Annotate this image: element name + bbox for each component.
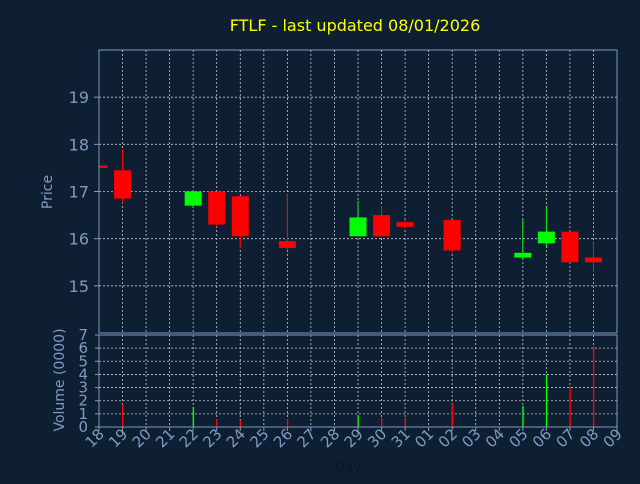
price-tick-label: 18 [69,135,89,154]
candle-body [349,217,367,237]
candle-body [278,241,296,249]
volume-bar [451,403,454,427]
x-axis-label: Day [334,460,362,476]
candle-body [443,219,461,251]
x-tick-label: 04 [482,425,508,451]
volume-bar [239,420,242,427]
x-tick-label: 06 [529,425,555,451]
volume-tick-label: 3 [78,379,88,397]
volume-bar [569,387,571,427]
price-tick-label: 16 [69,230,89,249]
volume-tick-label: 7 [78,326,88,344]
volume-tick-label: 6 [78,339,88,357]
volume-tick-label: 0 [78,418,88,436]
volume-axis-label: Volume (0000) [52,328,68,431]
volume-bar [545,374,548,427]
price-tick-label: 19 [69,88,89,107]
candle-body [373,215,391,237]
x-tick-label: 07 [553,425,579,451]
x-tick-label: 09 [600,425,626,451]
candle-body [231,196,249,237]
volume-bar [192,407,195,427]
price-panel: 15 16 17 18 19 [69,49,618,334]
price-panel-frame [98,49,618,334]
volume-bar [522,405,524,427]
volume-tick-label: 4 [78,365,88,383]
candle-body [514,252,532,258]
candle-body [184,191,202,206]
candle-body [584,257,602,263]
price-tick-label: 17 [69,183,89,202]
candle-body [561,231,579,263]
x-tick-label: 03 [458,425,484,451]
volume-bar [122,404,124,427]
volume-bar [592,346,595,427]
x-tick-label: 22 [176,425,202,451]
x-tick-label: 02 [435,425,461,451]
x-tick-label: 23 [199,425,225,451]
volume-tick-label: 1 [78,405,88,423]
x-tick-label: 20 [129,425,155,451]
candle-body [99,165,108,168]
x-tick-label: 01 [411,425,437,451]
candle-body [396,222,414,227]
chart-title: FTLF - last updated 08/01/2026 [230,16,481,35]
x-tick-label: 05 [505,425,531,451]
x-tick-label: 19 [105,425,131,451]
volume-tick-label: 2 [78,392,88,410]
x-tick-label: 29 [341,425,367,451]
volume-bar [286,419,289,427]
candle-body [208,191,226,225]
volume-bar [381,417,383,427]
x-tick-label: 31 [388,425,414,451]
x-tick-label: 27 [294,425,320,451]
volume-bar [357,415,359,427]
volume-bar [216,419,218,427]
candle-body [114,170,132,199]
volume-bar [404,417,406,427]
x-tick-label: 08 [576,425,602,451]
price-axis-label: Price [40,175,56,209]
x-tick-label: 30 [364,425,390,451]
x-tick-label: 24 [223,425,249,451]
candle-body [537,231,555,244]
price-tick-label: 15 [69,277,89,296]
x-tick-label: 28 [317,425,343,451]
volume-tick-label: 5 [78,352,88,370]
x-tick-label: 26 [270,425,296,451]
x-tick-label: 25 [246,425,272,451]
x-tick-labels: 1819202122232425262728293031010203040506… [82,425,626,451]
x-tick-label: 21 [152,425,178,451]
